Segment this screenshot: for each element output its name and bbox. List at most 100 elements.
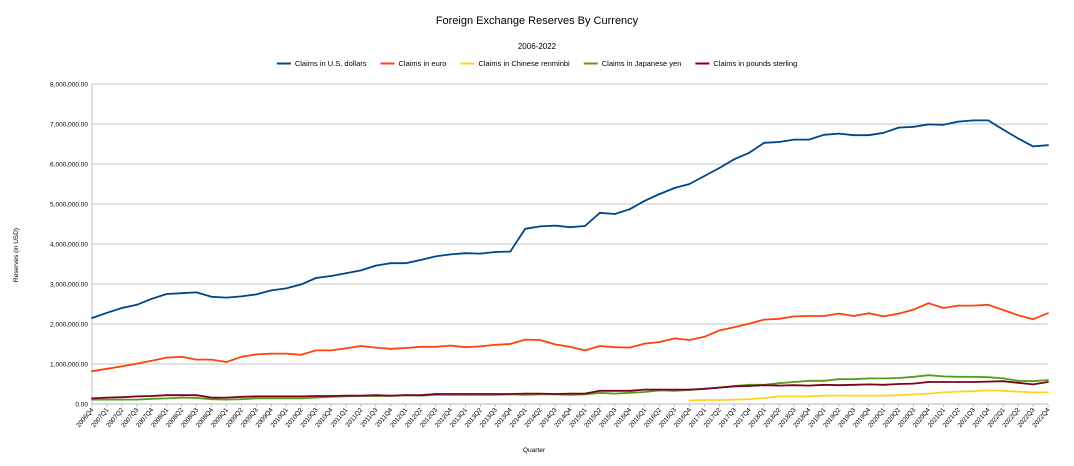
data-point xyxy=(509,343,512,345)
data-point xyxy=(808,138,810,141)
data-point xyxy=(1032,380,1034,383)
data-point xyxy=(912,308,915,311)
data-point xyxy=(688,388,691,391)
y-tick-label: 0.00 xyxy=(75,402,88,409)
data-point xyxy=(106,396,108,399)
data-point xyxy=(972,381,975,383)
data-point xyxy=(957,375,960,378)
data-point xyxy=(180,396,183,399)
data-point xyxy=(165,293,168,295)
data-point xyxy=(330,349,332,352)
data-point xyxy=(957,304,960,307)
data-point xyxy=(1002,309,1005,311)
legend-label: Claims in Chinese renminbi xyxy=(478,59,570,68)
data-point xyxy=(285,395,288,398)
data-point xyxy=(598,345,601,347)
data-point xyxy=(852,315,855,317)
data-point xyxy=(927,381,930,383)
data-point xyxy=(255,353,258,356)
data-point xyxy=(748,398,751,401)
data-point xyxy=(464,346,467,349)
data-point xyxy=(957,390,960,393)
data-point xyxy=(808,395,810,398)
data-point xyxy=(882,131,885,134)
data-point xyxy=(1032,391,1034,394)
data-point xyxy=(359,345,362,347)
data-point xyxy=(434,345,437,348)
data-point xyxy=(658,388,661,391)
data-point xyxy=(972,119,975,122)
data-point xyxy=(1032,383,1034,386)
data-point xyxy=(778,384,781,387)
data-point xyxy=(808,315,810,317)
data-point xyxy=(1002,377,1005,380)
data-point xyxy=(763,384,766,387)
data-point xyxy=(270,397,273,400)
data-point xyxy=(524,227,527,230)
y-tick-label: 5,000,000.00 xyxy=(50,202,88,209)
data-point xyxy=(987,380,990,383)
data-point xyxy=(673,388,676,391)
data-point xyxy=(270,395,273,398)
data-point xyxy=(1047,144,1049,147)
data-point xyxy=(359,394,362,397)
chart-subtitle: 2006-2022 xyxy=(518,42,557,51)
data-point xyxy=(389,394,392,397)
data-point xyxy=(733,398,736,401)
data-point xyxy=(315,396,317,399)
data-point xyxy=(867,134,870,137)
data-point xyxy=(554,224,556,227)
data-point xyxy=(897,377,900,379)
data-point xyxy=(195,358,198,361)
data-point xyxy=(912,382,915,385)
series-line xyxy=(91,302,1049,373)
data-point xyxy=(763,397,766,399)
data-point xyxy=(882,383,885,386)
data-point xyxy=(778,395,781,398)
data-point xyxy=(240,295,243,298)
data-point xyxy=(135,395,138,398)
legend-item: Claims in Japanese yen xyxy=(583,59,681,68)
data-point xyxy=(300,353,303,356)
data-point xyxy=(434,255,437,258)
data-point xyxy=(419,259,422,261)
y-axis-ticks: 0.00 1,000,000.00 2,000,000.00 3,000,000.00… xyxy=(50,82,88,409)
data-point xyxy=(539,225,542,228)
data-point xyxy=(718,167,721,169)
data-point xyxy=(210,396,213,399)
data-point xyxy=(1047,379,1049,381)
data-point xyxy=(927,302,930,305)
data-point xyxy=(927,374,930,377)
data-point xyxy=(763,318,766,321)
data-point xyxy=(300,397,303,400)
data-point xyxy=(598,389,601,392)
data-point xyxy=(554,343,556,346)
data-point xyxy=(106,398,108,401)
data-point xyxy=(449,393,452,395)
data-point xyxy=(658,341,661,343)
data-point xyxy=(718,399,721,401)
data-point xyxy=(464,252,467,255)
data-point xyxy=(793,395,795,398)
data-point xyxy=(867,394,870,397)
data-point xyxy=(867,312,870,315)
series-line xyxy=(91,380,1049,400)
data-point xyxy=(778,141,781,143)
data-point xyxy=(987,376,990,379)
data-point xyxy=(180,292,183,295)
legend-item: Claims in euro xyxy=(380,59,446,68)
series-lines xyxy=(91,119,1049,402)
data-point xyxy=(987,303,990,306)
data-point xyxy=(389,262,392,265)
data-point xyxy=(1032,318,1034,321)
data-point xyxy=(972,375,975,378)
data-point xyxy=(374,394,377,397)
legend: Claims in U.S. dollars Claims in euro Clai… xyxy=(276,59,797,68)
data-point xyxy=(837,312,840,315)
legend-item: Claims in U.S. dollars xyxy=(276,59,367,68)
data-point xyxy=(703,175,706,177)
data-point xyxy=(569,226,571,229)
data-point xyxy=(1017,314,1020,317)
data-point xyxy=(852,383,855,386)
